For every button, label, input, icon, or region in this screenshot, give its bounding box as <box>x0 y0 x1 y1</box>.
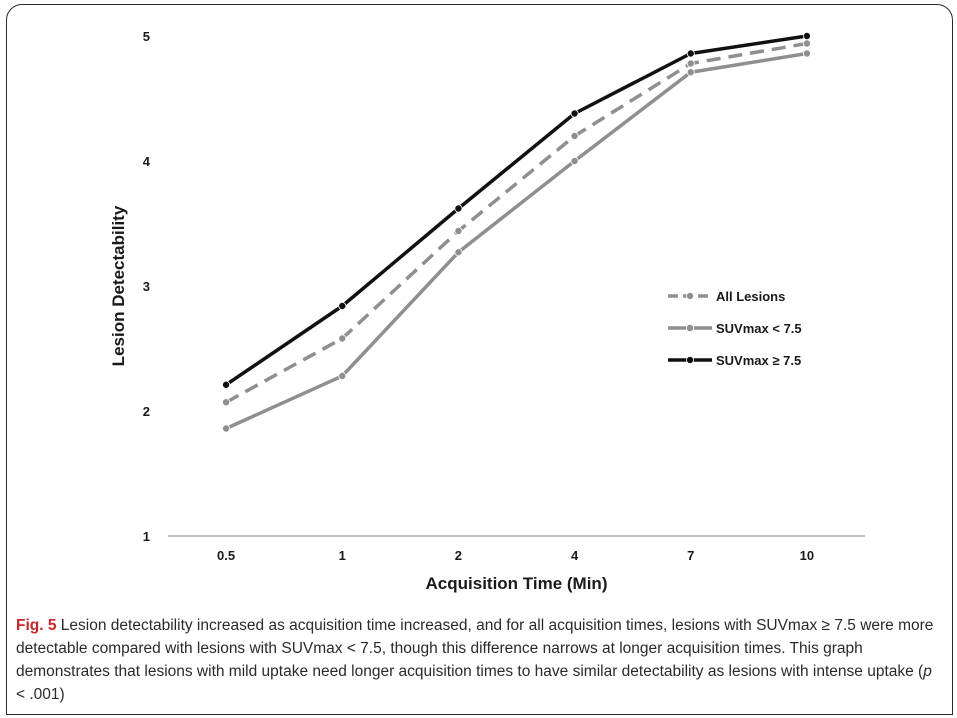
x-tick-label: 10 <box>800 548 814 563</box>
x-tick-label: 7 <box>687 548 694 563</box>
data-point <box>802 39 811 48</box>
legend-marker <box>686 323 695 332</box>
figure-frame <box>6 4 953 715</box>
y-tick-label: 5 <box>143 29 150 44</box>
x-axis-title: Acquisition Time (Min) <box>426 574 608 593</box>
data-point <box>802 32 811 41</box>
data-point <box>570 156 579 165</box>
series-layer <box>222 32 811 433</box>
legend-label: SUVmax < 7.5 <box>716 321 802 336</box>
data-point <box>570 109 579 118</box>
data-point <box>338 371 347 380</box>
legend-label: SUVmax ≥ 7.5 <box>716 353 801 368</box>
data-point <box>222 424 231 433</box>
x-axis-ticks: 0.5 1 2 4 7 10 <box>217 548 814 563</box>
y-tick-label: 1 <box>143 529 150 544</box>
data-point <box>222 380 231 389</box>
figure-caption: Fig. 5 Lesion detectability increased as… <box>16 614 941 706</box>
series-line <box>225 34 808 387</box>
y-axis-title: Lesion Detectability <box>109 205 128 366</box>
p-symbol: p <box>923 663 932 680</box>
line-chart: 1 2 3 4 5 0.5 1 2 4 7 10 Lesion Detectability Acq… <box>109 29 865 593</box>
data-point <box>454 226 463 235</box>
caption-text: Lesion detectability increased as acquis… <box>16 617 934 680</box>
y-tick-label: 3 <box>143 279 150 294</box>
y-tick-label: 4 <box>143 154 151 169</box>
series-line <box>225 41 808 404</box>
series-line <box>225 51 808 431</box>
data-point <box>686 59 695 68</box>
caption-text-end: < .001) <box>16 686 65 703</box>
legend-marker <box>686 291 695 300</box>
data-point <box>338 301 347 310</box>
data-point <box>570 131 579 140</box>
y-axis-ticks: 1 2 3 4 5 <box>143 29 151 544</box>
legend: All Lesions SUVmax < 7.5 SUVmax ≥ 7.5 <box>668 289 802 368</box>
legend-marker <box>686 355 695 364</box>
x-tick-label: 0.5 <box>217 548 235 563</box>
data-point <box>454 248 463 257</box>
legend-label: All Lesions <box>716 289 785 304</box>
x-tick-label: 4 <box>571 548 579 563</box>
data-point <box>222 398 231 407</box>
x-tick-label: 2 <box>455 548 462 563</box>
data-point <box>454 204 463 213</box>
data-point <box>802 49 811 58</box>
data-point <box>686 49 695 58</box>
data-point <box>338 334 347 343</box>
figure-label: Fig. 5 <box>16 617 57 634</box>
series-3 <box>222 32 811 389</box>
series-2 <box>222 49 811 433</box>
series-1 <box>222 39 811 407</box>
x-tick-label: 1 <box>339 548 346 563</box>
y-tick-label: 2 <box>143 404 150 419</box>
data-point <box>686 68 695 77</box>
